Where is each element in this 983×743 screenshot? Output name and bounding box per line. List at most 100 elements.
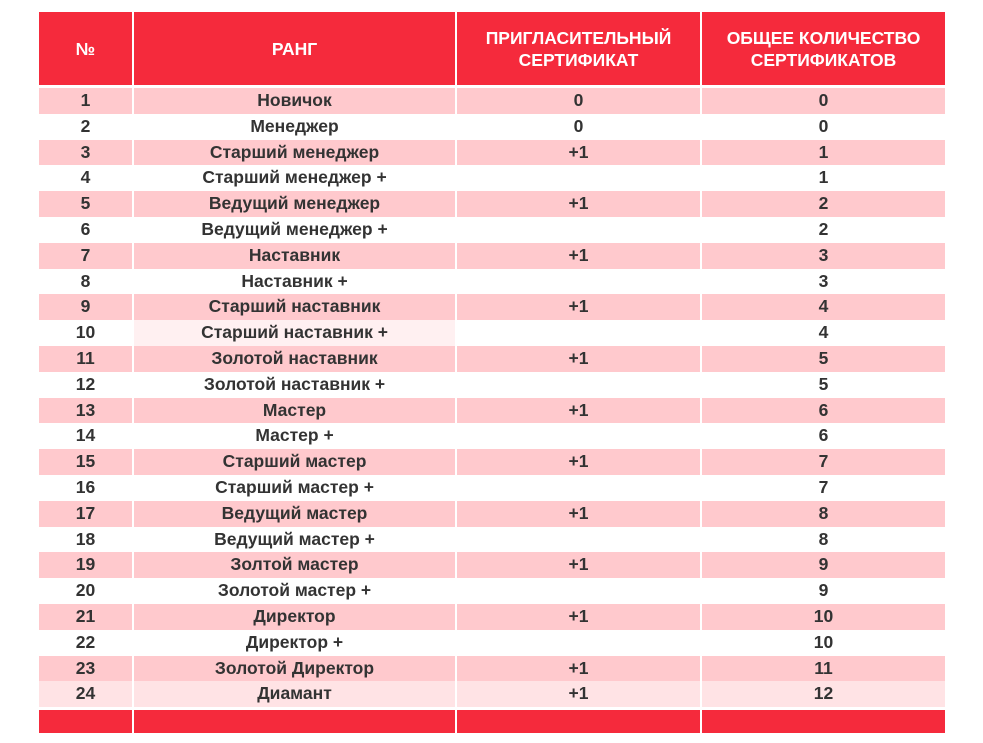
table-row: 15 Старший мастер +1 7 — [39, 449, 945, 475]
cell-num: 6 — [39, 216, 134, 243]
cell-num: 19 — [39, 552, 134, 579]
cell-num: 24 — [39, 681, 134, 709]
cell-invite — [455, 268, 702, 295]
cell-invite: 0 — [455, 113, 702, 140]
cell-invite: 0 — [455, 86, 702, 114]
cell-total: 2 — [700, 191, 945, 217]
table-row: 10 Старший наставник + 4 — [39, 320, 945, 346]
cell-invite: +1 — [455, 603, 702, 630]
cell-num: 14 — [39, 423, 134, 450]
cell-num: 21 — [39, 603, 134, 630]
header-rank: РАНГ — [132, 12, 457, 88]
table-row: 21 Директор +1 10 — [39, 603, 945, 630]
cell-rank: Ведущий менеджер + — [132, 216, 457, 243]
footer-cell — [455, 707, 702, 734]
table-row: 4 Старший менеджер + 1 — [39, 165, 945, 192]
cell-num: 15 — [39, 449, 134, 475]
cell-num: 13 — [39, 397, 134, 424]
footer-cell — [132, 707, 457, 734]
table-row: 20 Золотой мастер + 9 — [39, 578, 945, 604]
table-row: 18 Ведущий мастер + 8 — [39, 526, 945, 553]
cell-rank: Золотой наставник — [132, 345, 457, 372]
cell-total: 7 — [700, 474, 945, 501]
table-row: 22 Директор + 10 — [39, 629, 945, 656]
cell-invite: +1 — [455, 191, 702, 217]
cell-invite — [455, 578, 702, 604]
table-header-row: № РАНГ ПРИГЛАСИТЕЛЬНЫЙ СЕРТИФИКАТ ОБЩЕЕ … — [39, 12, 945, 88]
cell-total: 12 — [700, 681, 945, 709]
cell-invite — [455, 526, 702, 553]
cell-total: 1 — [700, 139, 945, 166]
table-row: 3 Старший менеджер +1 1 — [39, 139, 945, 166]
cell-rank: Наставник + — [132, 268, 457, 295]
cell-num: 5 — [39, 191, 134, 217]
cell-rank: Золотой Директор — [132, 655, 457, 682]
cell-total: 11 — [700, 655, 945, 682]
cell-total: 6 — [700, 397, 945, 424]
header-invite-certificate: ПРИГЛАСИТЕЛЬНЫЙ СЕРТИФИКАТ — [455, 12, 702, 88]
cell-invite — [455, 629, 702, 656]
cell-num: 1 — [39, 86, 134, 114]
cell-rank: Ведущий мастер — [132, 500, 457, 527]
cell-total: 5 — [700, 345, 945, 372]
cell-num: 2 — [39, 113, 134, 140]
cell-num: 3 — [39, 139, 134, 166]
table-row: 12 Золотой наставник + 5 — [39, 371, 945, 398]
cell-total: 1 — [700, 165, 945, 192]
table-row: 16 Старший мастер + 7 — [39, 474, 945, 501]
cell-total: 2 — [700, 216, 945, 243]
cell-rank: Старший мастер — [132, 449, 457, 475]
cell-total: 9 — [700, 578, 945, 604]
cell-total: 10 — [700, 629, 945, 656]
table-row: 19 Золтой мастер +1 9 — [39, 552, 945, 579]
cell-total: 9 — [700, 552, 945, 579]
table-row: 24 Диамант +1 12 — [39, 681, 945, 709]
cell-total: 0 — [700, 113, 945, 140]
cell-rank: Наставник — [132, 242, 457, 269]
cell-rank: Директор — [132, 603, 457, 630]
cell-invite — [455, 474, 702, 501]
cell-invite: +1 — [455, 552, 702, 579]
cell-invite: +1 — [455, 655, 702, 682]
cell-total: 8 — [700, 526, 945, 553]
cell-rank: Ведущий менеджер — [132, 191, 457, 217]
cell-rank: Мастер + — [132, 423, 457, 450]
cell-num: 23 — [39, 655, 134, 682]
cell-invite — [455, 320, 702, 346]
cell-rank: Старший менеджер — [132, 139, 457, 166]
cell-rank: Диамант — [132, 681, 457, 709]
cell-rank: Золотой наставник + — [132, 371, 457, 398]
cell-num: 7 — [39, 242, 134, 269]
cell-total: 3 — [700, 242, 945, 269]
cell-num: 4 — [39, 165, 134, 192]
cell-rank: Старший мастер + — [132, 474, 457, 501]
footer-cell — [700, 707, 945, 734]
cell-invite: +1 — [455, 345, 702, 372]
cell-rank: Старший менеджер + — [132, 165, 457, 192]
cell-num: 12 — [39, 371, 134, 398]
cell-num: 8 — [39, 268, 134, 295]
table-row: 6 Ведущий менеджер + 2 — [39, 216, 945, 243]
cell-rank: Старший наставник + — [132, 320, 457, 346]
cell-total: 5 — [700, 371, 945, 398]
cell-rank: Золтой мастер — [132, 552, 457, 579]
table-row: 8 Наставник + 3 — [39, 268, 945, 295]
cell-num: 18 — [39, 526, 134, 553]
cell-num: 9 — [39, 294, 134, 321]
cell-num: 11 — [39, 345, 134, 372]
cell-num: 10 — [39, 320, 134, 346]
rank-table: № РАНГ ПРИГЛАСИТЕЛЬНЫЙ СЕРТИФИКАТ ОБЩЕЕ … — [39, 12, 945, 734]
cell-num: 16 — [39, 474, 134, 501]
cell-total: 7 — [700, 449, 945, 475]
cell-invite: +1 — [455, 242, 702, 269]
table-row: 9 Старший наставник +1 4 — [39, 294, 945, 321]
header-total-certificates: ОБЩЕЕ КОЛИЧЕСТВО СЕРТИФИКАТОВ — [700, 12, 945, 88]
cell-total: 10 — [700, 603, 945, 630]
cell-num: 20 — [39, 578, 134, 604]
cell-num: 22 — [39, 629, 134, 656]
cell-invite — [455, 165, 702, 192]
table-row: 11 Золотой наставник +1 5 — [39, 345, 945, 372]
table-row: 13 Мастер +1 6 — [39, 397, 945, 424]
cell-rank: Менеджер — [132, 113, 457, 140]
cell-invite: +1 — [455, 397, 702, 424]
